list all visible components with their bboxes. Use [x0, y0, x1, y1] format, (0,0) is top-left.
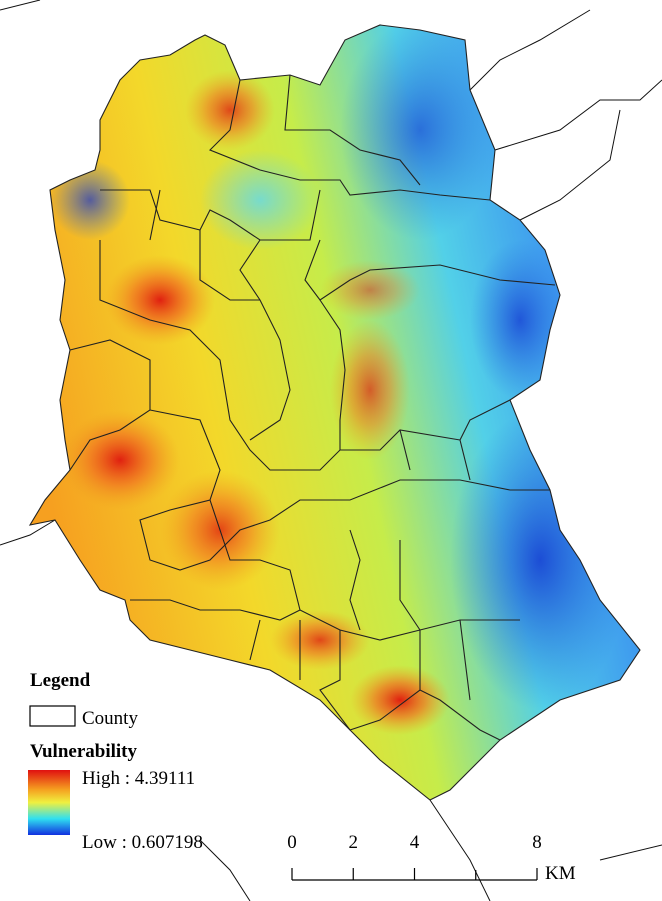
scale-tick-label: 0 [287, 832, 297, 853]
county-boundaries [29, 24, 641, 801]
scale-tick-label: 8 [532, 832, 542, 853]
county-label: County [82, 708, 138, 729]
scale-tick-label: 4 [410, 832, 420, 853]
scale-unit: KM [545, 863, 576, 884]
legend: Legend County Vulnerability High : 4.391… [28, 670, 203, 853]
high-label: High : 4.39111 [82, 768, 195, 789]
legend-title: Legend [30, 670, 91, 691]
layer-title: Vulnerability [30, 741, 137, 762]
scale-tick-label: 2 [349, 832, 359, 853]
scale-bar: KM 0 2 4 8 [287, 832, 575, 884]
color-ramp [28, 770, 70, 835]
low-label: Low : 0.607198 [82, 832, 203, 853]
county-swatch [29, 705, 76, 727]
